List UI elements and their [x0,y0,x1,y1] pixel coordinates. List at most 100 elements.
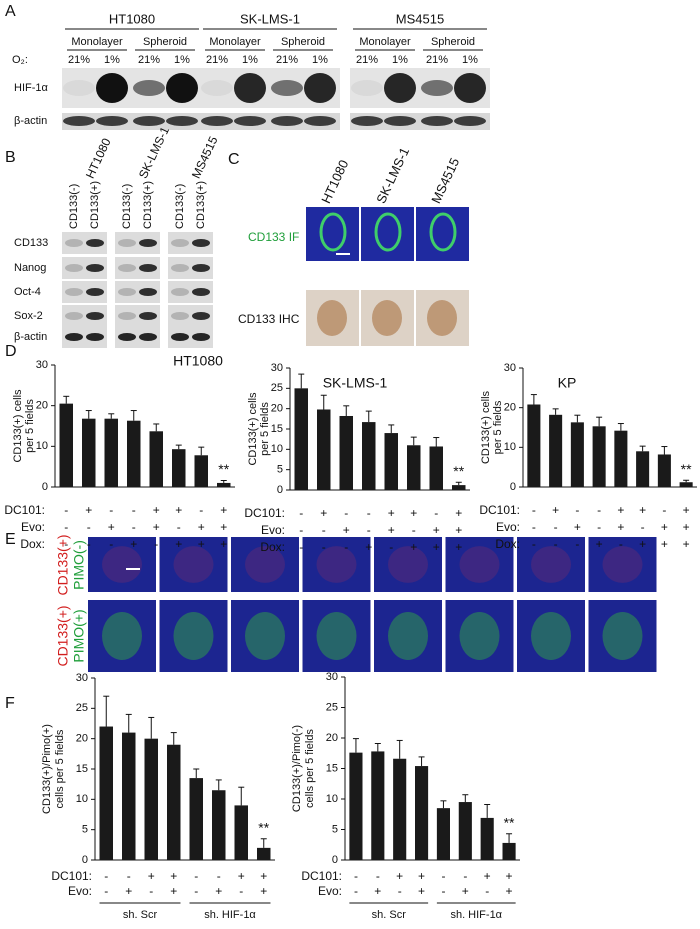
condition-sign: + [574,520,581,534]
fraction: CD133(+) [89,181,101,229]
cell-line: HT1080 [318,157,351,205]
condition-sign: - [239,884,243,898]
bar [144,738,158,860]
cell-line: MS4515 [189,134,221,181]
ihc-signal [372,300,402,336]
condition-sign: - [619,537,623,551]
if-image [416,207,469,261]
bar [549,414,563,487]
fraction: CD133(-) [68,184,80,229]
if-signal [531,546,571,583]
blot [62,326,107,348]
y-tick-label: 30 [36,359,48,371]
band [304,73,336,103]
group-label: sh. Scr [123,909,158,921]
bar [212,790,226,860]
band [86,312,104,320]
band [171,239,189,247]
band [351,116,383,126]
condition-sign: + [130,537,137,551]
band [96,73,128,103]
y-tick-label: 0 [82,854,88,866]
condition-sign: - [322,523,326,537]
cell-line: MS4515 [396,11,444,26]
condition-sign: + [198,537,205,551]
condition-sign: + [215,884,222,898]
blot [62,281,107,303]
y-axis-label: cells per 5 fields [54,729,66,808]
band [139,239,157,247]
y-tick-label: 20 [271,403,283,415]
significance: ** [681,461,692,477]
condition-sign: + [374,884,381,898]
condition-sign: - [104,869,108,883]
fraction: CD133(-) [121,184,133,229]
condition-sign: - [199,503,203,517]
if-signal [316,546,357,583]
row-label: CD133(+) [55,534,71,595]
row-label: PIMO(-) [71,540,87,590]
o2-label: O₂: [12,54,28,66]
fraction: CD133(+) [142,181,154,229]
if-signal [102,546,142,583]
condition-sign: - [662,503,666,517]
band [63,116,95,126]
significance: ** [258,819,269,835]
o2-level: 21% [356,54,378,66]
if-image [517,537,585,592]
condition-sign: + [175,537,182,551]
condition-sign: - [217,869,221,883]
condition-sign: + [596,537,603,551]
bar [415,766,429,860]
if-image [361,207,414,261]
blot [115,326,160,348]
condition-sign: - [485,884,489,898]
o2-level: 1% [392,54,408,66]
o2-level: 1% [462,54,478,66]
band [65,288,83,296]
y-tick-label: 25 [326,701,338,713]
condition-label: Dox: [20,537,45,551]
bar [502,842,516,860]
condition-sign: + [396,869,403,883]
bar [636,451,650,487]
bar [294,388,308,490]
condition-sign: + [683,520,690,534]
band [171,333,189,341]
condition-sign: - [64,537,68,551]
row-label: CD133 IF [248,230,299,244]
o2-level: 21% [68,54,90,66]
condition-sign: + [683,537,690,551]
cell-line: SK-LMS-1 [373,145,412,206]
condition-sign: + [220,520,227,534]
band [86,239,104,247]
blot [115,281,160,303]
blot [168,257,213,279]
o2-level: 21% [426,54,448,66]
culture: Spheroid [431,36,475,48]
band [133,116,165,126]
if-signal [531,612,571,660]
bar [234,805,248,860]
y-axis-label: per 5 fields [24,399,36,453]
cell-line: MS4515 [428,155,462,205]
band [171,312,189,320]
if-image [159,537,228,592]
condition-sign: + [639,503,646,517]
band [65,239,83,247]
condition-sign: - [322,540,326,554]
culture: Spheroid [281,36,325,48]
condition-sign: + [462,884,469,898]
y-axis-label: per 5 fields [492,400,504,454]
y-tick-label: 5 [82,824,88,836]
band [118,312,136,320]
condition-sign: + [639,537,646,551]
row-label: Oct-4 [14,286,41,298]
condition-sign: + [455,540,462,554]
y-tick-label: 15 [326,762,338,774]
o2-level: 1% [242,54,258,66]
condition-sign: - [398,884,402,898]
condition-sign: + [343,523,350,537]
condition-sign: - [344,540,348,554]
